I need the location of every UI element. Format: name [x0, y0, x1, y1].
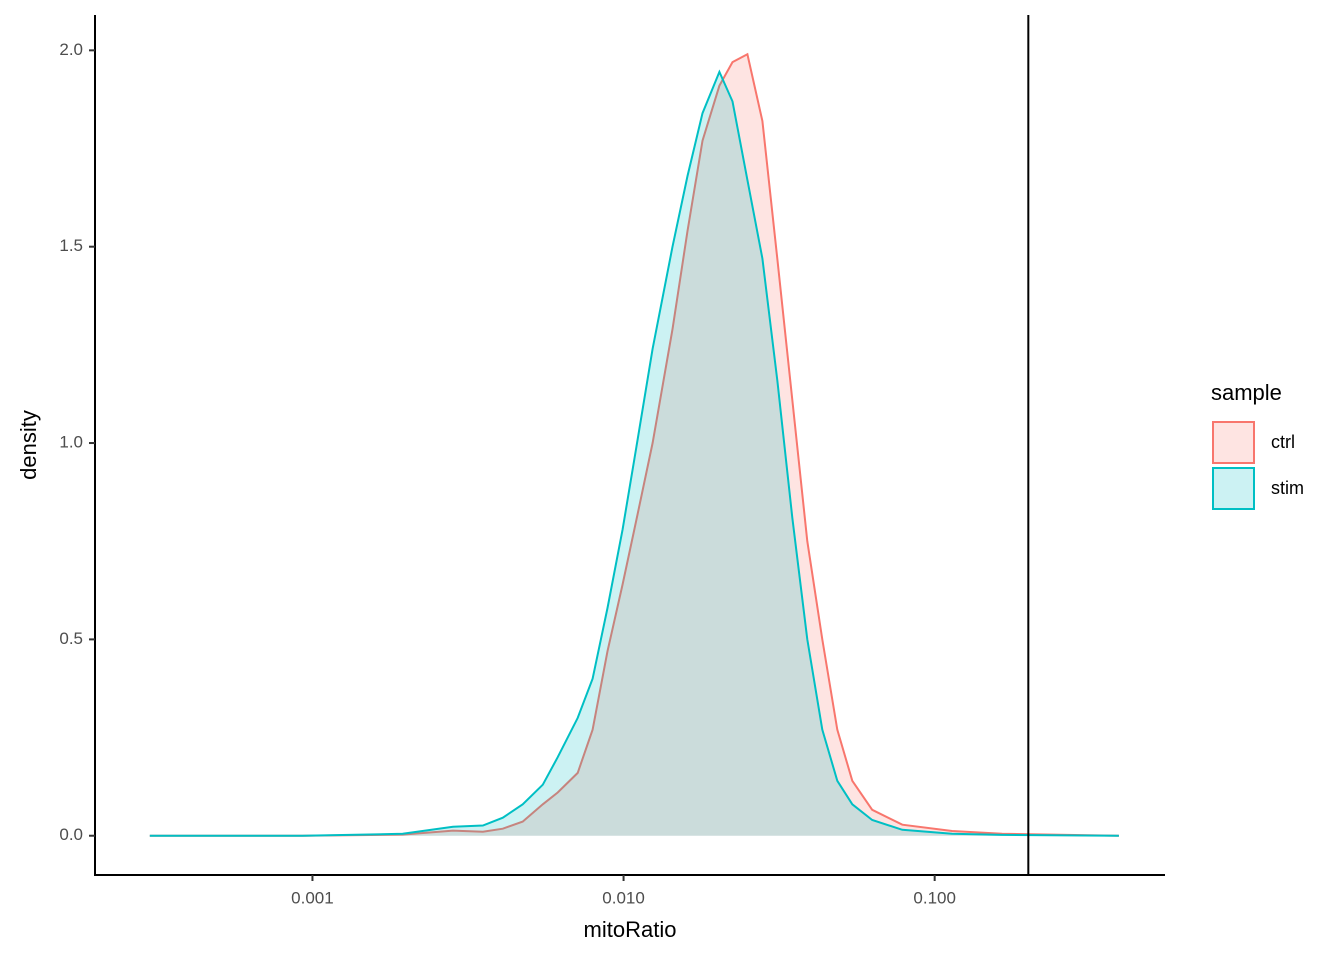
density-area	[149, 54, 1119, 836]
y-tick-label: 1.0	[59, 433, 83, 452]
y-tick-label: 2.0	[59, 40, 83, 59]
density-area	[149, 71, 1119, 836]
y-tick-label: 1.5	[59, 236, 83, 255]
y-axis-title: density	[16, 410, 41, 480]
legend-title: sample	[1211, 380, 1282, 405]
legend-label: stim	[1271, 478, 1304, 498]
x-tick-label: 0.001	[291, 888, 334, 907]
x-tick-label: 0.010	[602, 888, 645, 907]
density-line	[149, 69, 1119, 837]
legend-key	[1212, 421, 1255, 464]
density-line	[149, 52, 1119, 837]
x-tick-label: 0.100	[913, 888, 956, 907]
y-tick-label: 0.0	[59, 825, 83, 844]
legend-label: ctrl	[1271, 432, 1295, 452]
x-axis-title: mitoRatio	[584, 917, 677, 942]
legend-key	[1212, 467, 1255, 510]
y-tick-label: 0.5	[59, 629, 83, 648]
